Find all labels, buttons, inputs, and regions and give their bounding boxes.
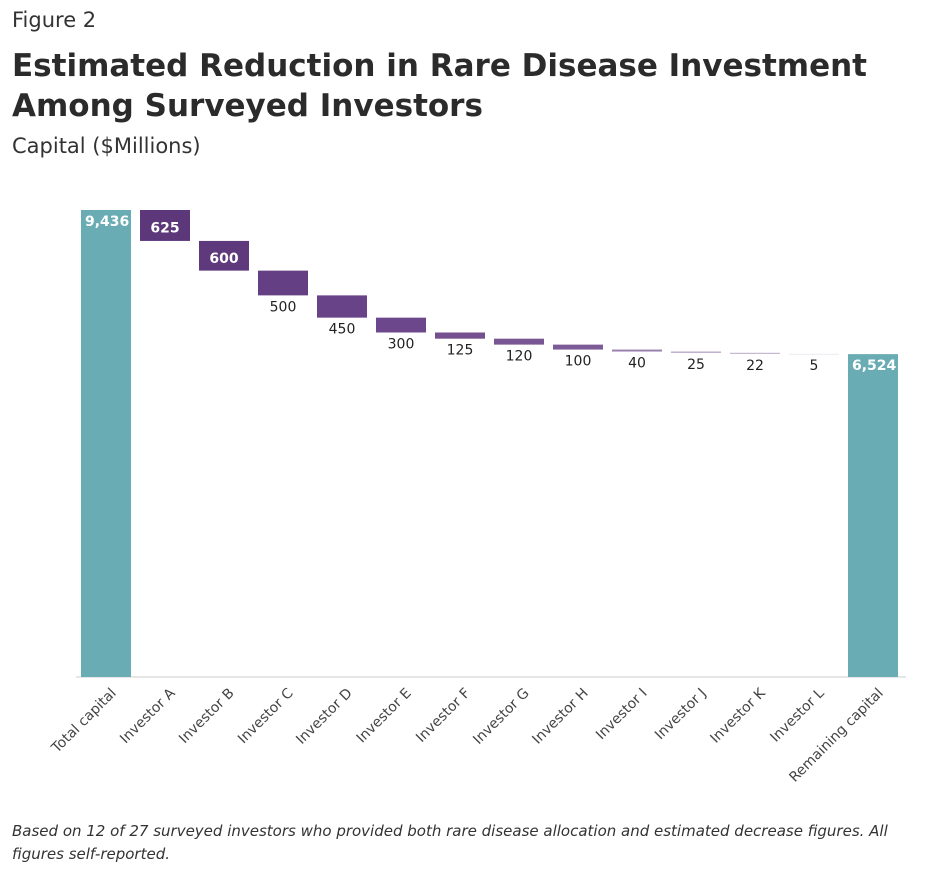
x-tick-label: Investor I xyxy=(593,685,651,743)
x-tick-label: Total capital xyxy=(48,685,120,757)
x-tick-label: Investor D xyxy=(293,685,355,747)
bar xyxy=(317,295,367,318)
bar xyxy=(81,210,131,677)
value-label: 40 xyxy=(628,356,646,372)
bar xyxy=(848,354,898,677)
figure-label: Figure 2 xyxy=(12,8,97,32)
value-label: 120 xyxy=(506,349,533,365)
bar xyxy=(258,270,308,296)
bar xyxy=(199,240,249,271)
value-label: 6,524 xyxy=(852,358,897,374)
x-tick-label: Investor K xyxy=(707,685,769,747)
value-label: 600 xyxy=(209,251,238,267)
x-tick-label: Investor G xyxy=(470,685,532,747)
value-label: 25 xyxy=(687,357,705,373)
bar xyxy=(140,210,190,241)
bar xyxy=(435,332,485,339)
value-label: 100 xyxy=(565,354,592,370)
bar xyxy=(612,349,662,352)
bar xyxy=(494,338,544,345)
bar xyxy=(376,317,426,333)
x-tick-label: Investor F xyxy=(413,685,473,745)
value-label: 22 xyxy=(746,358,764,374)
value-label: 500 xyxy=(270,299,297,315)
x-tick-label: Investor L xyxy=(767,685,827,745)
bar xyxy=(730,352,780,354)
x-tick-label: Investor C xyxy=(235,685,297,747)
value-label: 125 xyxy=(447,343,474,359)
value-label: 300 xyxy=(388,336,415,352)
bar xyxy=(671,351,721,353)
bar xyxy=(553,344,603,350)
value-label: 450 xyxy=(329,322,356,338)
x-tick-label: Investor E xyxy=(354,685,415,746)
value-label: 625 xyxy=(150,220,179,236)
value-label: 9,436 xyxy=(85,214,129,230)
x-tick-label: Investor J xyxy=(652,685,710,743)
chart-subtitle: Capital ($Millions) xyxy=(12,134,201,158)
x-tick-label: Investor H xyxy=(529,685,591,747)
x-tick-label: Investor B xyxy=(176,685,238,747)
value-label: 5 xyxy=(810,358,819,374)
footnote: Based on 12 of 27 surveyed investors who… xyxy=(12,822,888,863)
bar xyxy=(789,353,839,355)
x-tick-label: Investor A xyxy=(117,685,179,747)
chart-title: Estimated Reduction in Rare Disease Inve… xyxy=(12,48,867,124)
